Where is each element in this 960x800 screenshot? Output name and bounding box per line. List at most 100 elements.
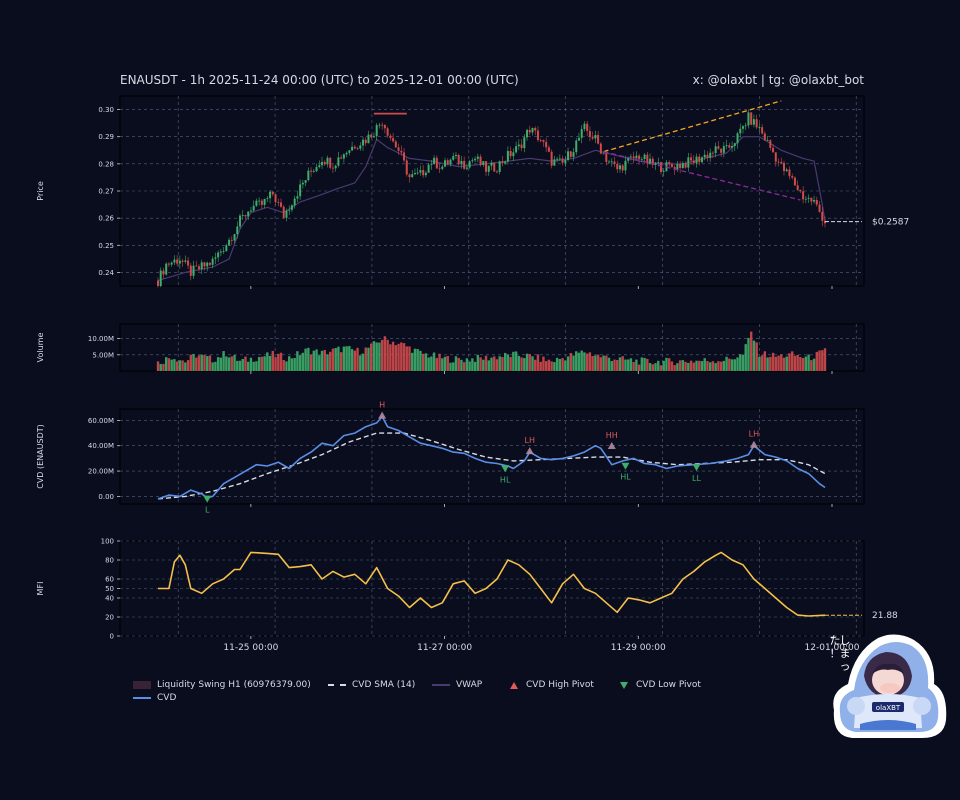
volume-bar — [339, 352, 343, 371]
candle-body — [269, 191, 272, 199]
candle-body — [700, 157, 703, 163]
candle-body — [247, 211, 250, 217]
candle-body — [763, 133, 766, 141]
candle-body — [471, 160, 474, 162]
candle-body — [263, 198, 266, 205]
volume-bar — [657, 360, 660, 371]
volume-bar — [334, 348, 337, 371]
volume-bar — [337, 346, 340, 371]
volume-bar — [298, 355, 302, 371]
volume-bar — [553, 362, 556, 371]
cvd-low-pivot-marker — [692, 464, 701, 471]
candle-body — [430, 163, 433, 165]
volume-bar — [189, 354, 193, 371]
mascot-sticker: olaXBT — [826, 632, 950, 740]
volume-bar — [318, 355, 321, 371]
candle-body — [536, 130, 539, 141]
candle-body — [326, 157, 329, 165]
cvd-high-pivot-label: LH — [525, 436, 535, 445]
candle-body — [594, 134, 597, 139]
candle-body — [274, 194, 277, 203]
candle-body — [411, 174, 414, 178]
y-tick-label: 0.00 — [98, 493, 114, 501]
volume-bar — [616, 360, 619, 371]
candle-body — [627, 157, 630, 161]
candle-body — [159, 270, 162, 286]
y-tick-label: 60 — [105, 576, 114, 584]
mascot-caption-char: し — [840, 634, 851, 647]
candle-body — [709, 152, 712, 158]
candle-body — [195, 265, 198, 267]
price-axis-label: Price — [36, 181, 45, 201]
volume-bar — [506, 354, 510, 371]
volume-bar — [244, 356, 247, 371]
volume-bar — [460, 359, 463, 371]
x-axis: 11-25 00:00 11-27 00:00 11-29 00:00 12-01 0… — [223, 634, 859, 673]
y-tick-label: 0.28 — [98, 160, 114, 168]
volume-bar — [247, 361, 250, 371]
candle-body — [714, 146, 717, 154]
cvd-high-pivot-label: HH — [606, 431, 618, 440]
volume-bar — [583, 352, 586, 371]
volume-bar — [391, 341, 395, 371]
candle-body — [260, 200, 263, 205]
volume-bar — [402, 343, 406, 371]
volume-bar — [747, 337, 750, 371]
candle-body — [706, 154, 709, 158]
candle-body — [495, 171, 498, 173]
volume-bar — [378, 342, 381, 371]
volume-bar — [555, 357, 559, 371]
volume-bar — [372, 341, 376, 371]
candle-body — [342, 154, 345, 159]
volume-bar — [438, 353, 441, 371]
volume-bar — [394, 345, 398, 371]
mascot-caption-char: ま — [840, 647, 851, 660]
candle-body — [465, 167, 468, 169]
x-tick-label: 11-29 00:00 — [611, 643, 666, 653]
resistance-trend-line — [603, 100, 782, 153]
candle-body — [359, 145, 362, 149]
y-tick-label: 60.00M — [88, 417, 114, 425]
candle-body — [383, 124, 386, 129]
volume-bar — [503, 352, 507, 371]
candle-body — [367, 134, 370, 144]
volume-bar — [717, 361, 720, 371]
volume-bar — [238, 360, 242, 371]
volume-bar — [785, 356, 788, 371]
volume-bar — [449, 362, 452, 371]
candle-body — [720, 148, 723, 153]
candle-body — [449, 159, 452, 165]
volume-bar — [594, 355, 597, 371]
volume-bar — [643, 357, 646, 371]
candle-body — [301, 182, 304, 185]
volume-bar — [801, 358, 805, 371]
candle-body — [608, 161, 611, 163]
candle-body — [791, 176, 794, 178]
cvd-low-pivot-marker — [203, 495, 212, 503]
candle-body — [427, 164, 430, 173]
high-pivot-triangle-icon — [510, 681, 518, 689]
volume-bar — [471, 358, 474, 371]
volume-bar — [591, 356, 594, 371]
liquidity-swatch — [133, 681, 151, 689]
volume-bar — [386, 339, 389, 371]
y-tick-label: 40.00M — [88, 442, 114, 450]
volume-bar — [512, 351, 515, 371]
y-tick-label: 100 — [101, 538, 114, 546]
volume-bar — [216, 357, 220, 371]
legend-label-cvd: CVD — [157, 693, 177, 703]
cvd-sma-swatch — [328, 684, 346, 686]
mfi-line — [158, 551, 826, 617]
volume-bar — [408, 346, 411, 371]
volume-bar — [359, 355, 362, 371]
mascot-caption-char: っ — [840, 660, 851, 673]
volume-bar — [706, 361, 709, 371]
cvd-low-pivot-label: HL — [620, 473, 631, 482]
volume-bar — [285, 361, 288, 371]
candle-body — [225, 245, 228, 252]
candle-body — [517, 144, 520, 147]
candle-body — [774, 152, 777, 162]
volume-bar — [397, 343, 400, 371]
volume-bar — [728, 358, 731, 371]
